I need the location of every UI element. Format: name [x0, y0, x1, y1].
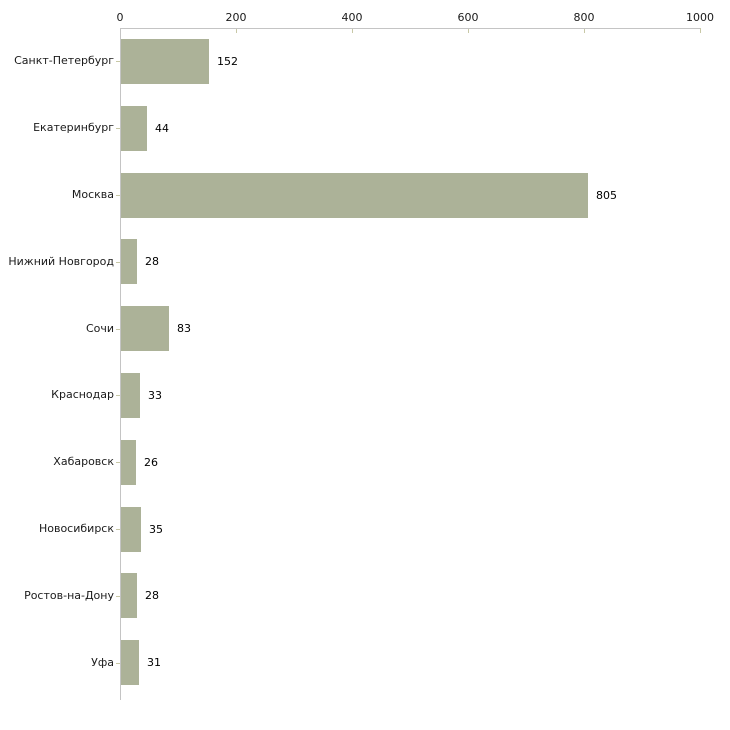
- x-tick-mark: [700, 28, 701, 33]
- x-tick-mark: [468, 28, 469, 33]
- bar: [121, 106, 147, 151]
- bar: [121, 507, 141, 552]
- bar: [121, 306, 169, 351]
- bar: [121, 373, 140, 418]
- category-tick-mark: [116, 529, 120, 530]
- category-label: Новосибирск: [38, 522, 114, 535]
- x-tick-mark: [352, 28, 353, 33]
- bar: [121, 239, 137, 284]
- category-label: Нижний Новгород: [8, 255, 114, 268]
- value-label: 805: [596, 189, 617, 202]
- category-label: Хабаровск: [53, 455, 114, 468]
- value-label: 26: [144, 456, 158, 469]
- x-tick-label: 400: [341, 11, 363, 24]
- bar: [121, 39, 209, 84]
- bar: [121, 640, 139, 685]
- value-label: 83: [177, 322, 191, 335]
- category-tick-mark: [116, 395, 120, 396]
- x-tick-mark: [236, 28, 237, 33]
- x-tick-label: 600: [457, 11, 479, 24]
- bar: [121, 173, 588, 218]
- category-label: Екатеринбург: [33, 121, 114, 134]
- category-tick-mark: [116, 61, 120, 62]
- value-label: 35: [149, 523, 163, 536]
- x-tick-mark: [584, 28, 585, 33]
- category-label: Уфа: [91, 656, 114, 669]
- category-tick-mark: [116, 128, 120, 129]
- category-label: Санкт-Петербург: [14, 54, 114, 67]
- value-label: 28: [145, 255, 159, 268]
- category-label: Ростов-на-Дону: [24, 589, 114, 602]
- category-tick-mark: [116, 195, 120, 196]
- x-tick-label: 0: [116, 11, 124, 24]
- category-tick-mark: [116, 462, 120, 463]
- category-tick-mark: [116, 663, 120, 664]
- bar: [121, 440, 136, 485]
- value-label: 33: [148, 389, 162, 402]
- category-label: Краснодар: [51, 388, 114, 401]
- x-tick-label: 800: [573, 11, 595, 24]
- category-tick-mark: [116, 329, 120, 330]
- category-label: Москва: [71, 188, 114, 201]
- category-tick-mark: [116, 596, 120, 597]
- category-label: Сочи: [85, 322, 114, 335]
- value-label: 152: [217, 55, 238, 68]
- plot-area: [120, 28, 700, 700]
- x-tick-label: 1000: [686, 11, 714, 24]
- value-label: 28: [145, 589, 159, 602]
- x-tick-label: 200: [225, 11, 247, 24]
- value-label: 44: [155, 122, 169, 135]
- category-tick-mark: [116, 262, 120, 263]
- value-label: 31: [147, 656, 161, 669]
- bar: [121, 573, 137, 618]
